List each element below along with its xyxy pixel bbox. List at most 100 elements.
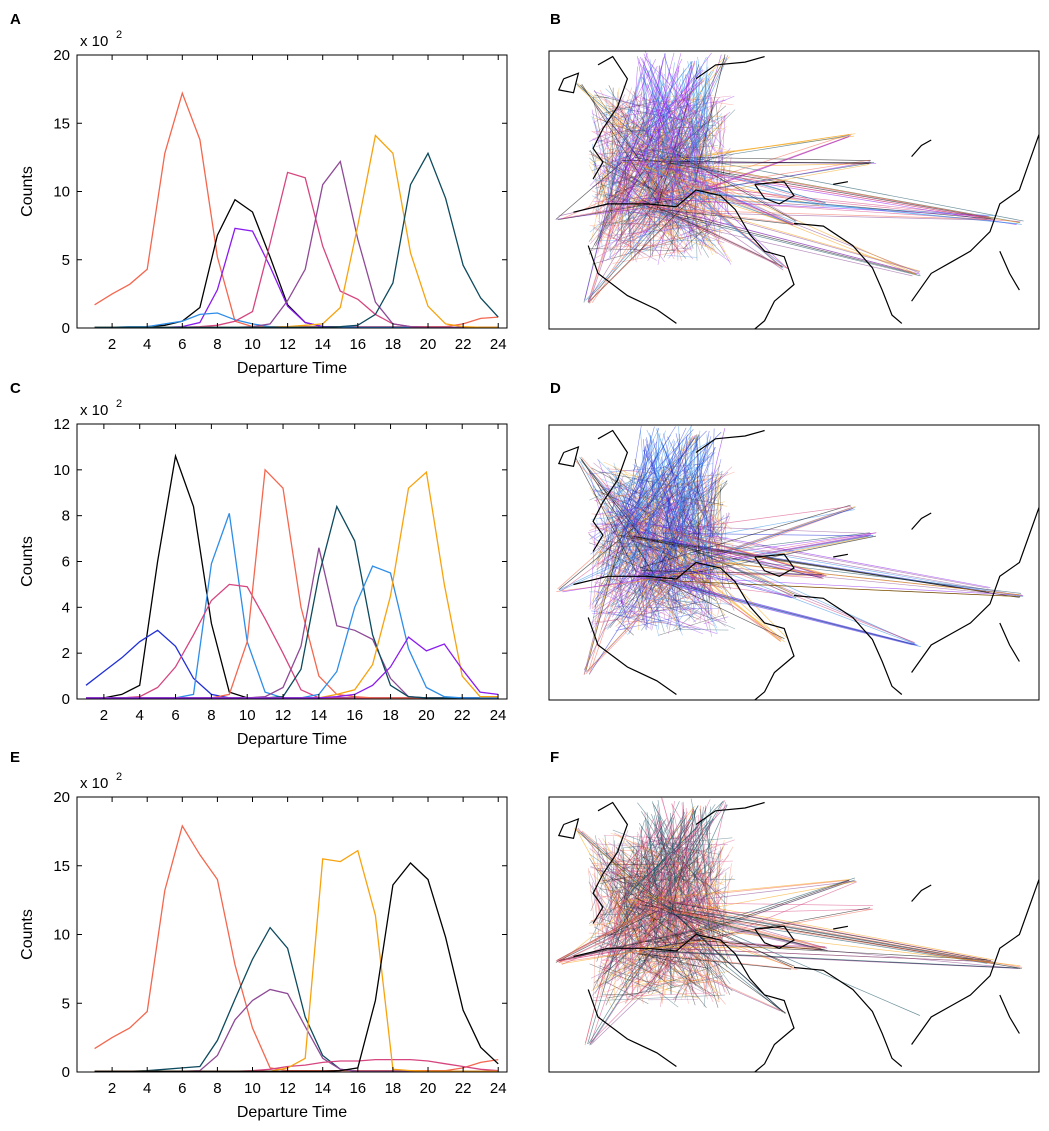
route-line [604, 104, 619, 151]
route-line [605, 988, 614, 1006]
coastline [557, 801, 1039, 1072]
route-line [662, 445, 710, 570]
coastline-segment [793, 594, 903, 695]
route-line [717, 465, 720, 539]
route-line [592, 608, 697, 614]
route-line [594, 94, 634, 215]
route-line [621, 212, 706, 239]
route-line [652, 929, 703, 989]
route-line [618, 563, 640, 616]
route-line [653, 823, 687, 934]
route-line [610, 73, 643, 192]
route-line [616, 471, 735, 519]
route-line [618, 594, 631, 626]
route-line [709, 881, 858, 943]
route-line [607, 576, 646, 630]
route-line [587, 868, 596, 928]
route-line [620, 560, 686, 607]
route-line [596, 458, 645, 507]
x-tick-label: 22 [454, 707, 471, 724]
route-line [640, 804, 716, 915]
x-tick-label: 4 [136, 707, 144, 724]
route-line [595, 884, 622, 978]
route-line [675, 901, 992, 961]
route-line [615, 197, 711, 247]
route-line [634, 444, 648, 533]
route-line [639, 827, 670, 942]
route-line [689, 227, 704, 238]
route-line [619, 156, 820, 205]
route-line [592, 601, 701, 625]
route-line [625, 911, 637, 963]
route-line [618, 834, 651, 875]
route-line [651, 600, 700, 620]
route-line [609, 185, 630, 247]
y-tick-label: 15 [53, 858, 70, 875]
route-line [620, 971, 730, 989]
route-line [630, 978, 677, 986]
route-line [640, 139, 730, 198]
route-line [637, 805, 699, 929]
route-line [632, 952, 706, 969]
route-line [613, 87, 633, 143]
x-tick-label: 2 [108, 336, 116, 353]
series-line-6 [94, 134, 499, 328]
route-line [639, 482, 728, 578]
x-tick-label: 20 [420, 336, 437, 353]
route-line [622, 222, 732, 232]
panel-letter-d: D [550, 380, 561, 397]
route-line [606, 868, 699, 919]
route-line [640, 430, 650, 537]
route-line [674, 61, 692, 157]
route-line [606, 510, 699, 538]
route-line [697, 188, 709, 235]
route-line [685, 808, 689, 926]
route-line [654, 828, 684, 887]
route-line [581, 458, 658, 580]
route-line [690, 902, 725, 922]
route-line [690, 229, 725, 244]
x-tick-label: 6 [178, 336, 186, 353]
route-line [690, 559, 916, 645]
route-line [604, 497, 618, 525]
x-tick-label: 16 [349, 336, 366, 353]
series-line-8 [86, 470, 498, 699]
coastline-segment [793, 222, 903, 324]
series-line-0 [94, 824, 499, 1072]
route-line [644, 225, 715, 250]
coastline-segment [911, 134, 1039, 302]
series-line-4 [86, 468, 498, 699]
route-line [667, 815, 713, 892]
route-line [601, 858, 619, 916]
route-line [651, 877, 672, 974]
route-line [609, 217, 705, 227]
route-line [619, 479, 654, 623]
route-line [626, 483, 660, 629]
route-line [597, 152, 658, 184]
route-line [608, 876, 644, 997]
y-tick-label: 20 [53, 789, 70, 806]
route-line [704, 805, 712, 887]
route-line [685, 74, 693, 156]
route-line [657, 539, 781, 642]
route-line [699, 808, 711, 937]
route-line [644, 575, 916, 646]
route-line [606, 861, 708, 985]
route-line [597, 574, 666, 594]
y-scale-exponent: 2 [116, 398, 122, 410]
x-tick-label: 10 [244, 336, 261, 353]
route-line [625, 67, 647, 186]
route-line [629, 842, 645, 885]
route-line [632, 976, 706, 1001]
route-line [591, 994, 726, 1002]
x-tick-label: 8 [207, 707, 215, 724]
route-line [627, 963, 722, 998]
route-line [681, 881, 856, 915]
route-line [665, 925, 733, 992]
route-line [630, 441, 652, 587]
x-axis-label: Departure Time [237, 360, 347, 377]
route-line [653, 815, 687, 945]
route-line [704, 824, 715, 868]
route-line [641, 224, 734, 253]
coastline-segment [911, 879, 1039, 1045]
